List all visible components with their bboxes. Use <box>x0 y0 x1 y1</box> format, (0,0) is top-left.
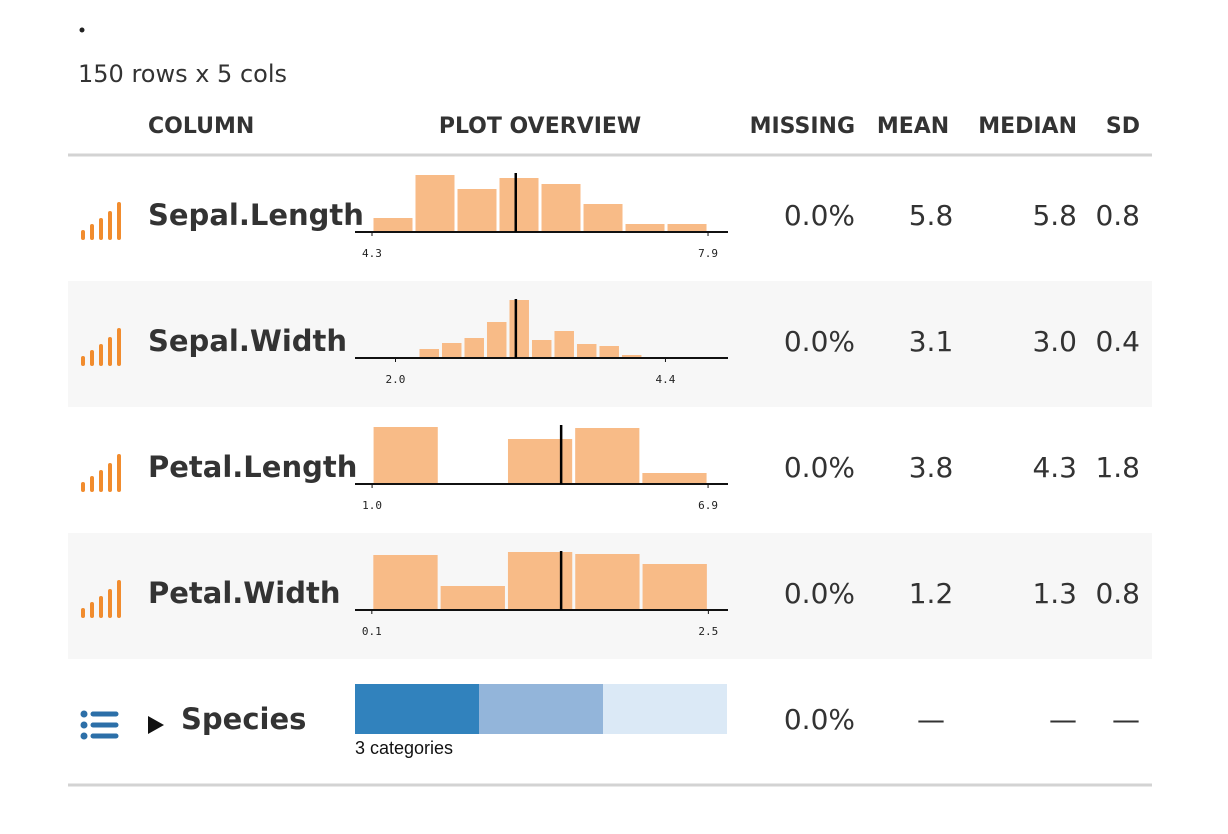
median: — <box>1049 703 1077 736</box>
table-title: 150 rows x 5 cols <box>78 60 287 88</box>
histogram-bar <box>667 224 707 232</box>
mean: 1.2 <box>909 577 954 610</box>
histogram-bar <box>642 473 707 484</box>
tick-label: 4.4 <box>656 373 676 386</box>
category-segment <box>355 684 479 734</box>
missing: 0.0% <box>784 577 855 610</box>
median: 4.3 <box>1032 451 1077 484</box>
column-header: COLUMN <box>148 114 254 139</box>
histogram-bar <box>576 344 597 358</box>
tick-label: 1.0 <box>362 499 382 512</box>
column-header: MISSING <box>750 114 855 139</box>
histogram-bar <box>575 428 640 484</box>
histogram-bar <box>373 218 413 232</box>
histogram-bar <box>486 322 507 358</box>
column-header: PLOT OVERVIEW <box>439 114 641 139</box>
histogram-bar <box>499 178 539 232</box>
histogram-bar <box>419 349 439 358</box>
mean: 3.8 <box>909 451 954 484</box>
sd: 0.8 <box>1095 199 1140 232</box>
missing: 0.0% <box>784 325 855 358</box>
median: 3.0 <box>1032 325 1077 358</box>
tick-label: 6.9 <box>698 499 718 512</box>
tick-label: 4.3 <box>362 247 382 260</box>
histogram-bar <box>373 555 438 610</box>
mean: 5.8 <box>909 199 954 232</box>
tick-label: 7.9 <box>698 247 718 260</box>
list-icon-dot <box>80 710 88 718</box>
missing: 0.0% <box>784 703 855 736</box>
median: 1.3 <box>1032 577 1077 610</box>
histogram-bar <box>507 552 573 610</box>
histogram-bar <box>373 427 438 484</box>
histogram-bar <box>457 189 497 232</box>
column-header: MEDIAN <box>978 114 1077 139</box>
histogram-bar <box>554 331 574 358</box>
column-header: SD <box>1106 114 1140 139</box>
missing: 0.0% <box>784 451 855 484</box>
sd: — <box>1112 703 1140 736</box>
histogram-bar <box>509 300 529 358</box>
histogram-bar <box>441 343 462 358</box>
row-background <box>68 281 1152 407</box>
histogram-bar <box>575 554 640 610</box>
column-name: Sepal.Width <box>148 324 347 358</box>
tick-label: 0.1 <box>362 625 382 638</box>
sd: 1.8 <box>1095 451 1140 484</box>
mean: 3.1 <box>909 325 954 358</box>
mean: — <box>917 703 945 736</box>
tick-label: 2.0 <box>386 373 406 386</box>
tick-label: 2.5 <box>698 625 718 638</box>
list-icon-dot <box>80 721 88 729</box>
histogram-bar <box>440 586 505 610</box>
expand-triangle <box>148 716 164 734</box>
column-name: Petal.Length <box>148 450 357 484</box>
median: 5.8 <box>1032 199 1077 232</box>
histogram-bar <box>507 439 573 484</box>
histogram-bar <box>415 175 455 232</box>
list-icon-dot <box>80 732 88 740</box>
column-name: Petal.Width <box>148 576 341 610</box>
column-header: MEAN <box>877 114 949 139</box>
missing: 0.0% <box>784 199 855 232</box>
category-segment <box>479 684 603 734</box>
bullet <box>79 27 85 33</box>
histogram-bar <box>621 355 642 358</box>
histogram-bar <box>642 564 707 610</box>
category-count: 3 categories <box>355 738 453 758</box>
histogram-bar <box>599 346 619 358</box>
sd: 0.8 <box>1095 577 1140 610</box>
column-name: Species <box>181 702 306 736</box>
histogram-bar <box>625 224 665 232</box>
histogram-bar <box>531 340 552 358</box>
histogram-bar <box>541 184 581 232</box>
histogram-bar <box>583 204 623 232</box>
column-name: Sepal.Length <box>148 198 364 232</box>
sd: 0.4 <box>1095 325 1140 358</box>
histogram-bar <box>464 338 484 358</box>
category-segment <box>603 684 727 734</box>
